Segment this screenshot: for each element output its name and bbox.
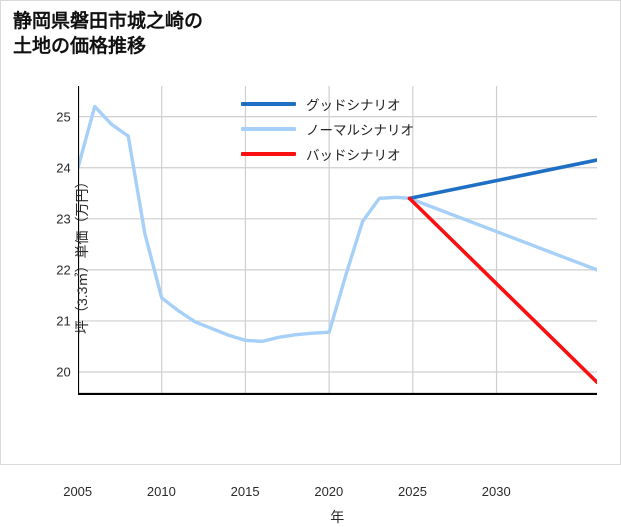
x-tick-label: 2005 (63, 484, 93, 499)
legend-swatch-normal (241, 126, 296, 131)
series-line-normal (77, 104, 597, 344)
legend-swatch-bad (241, 151, 296, 156)
x-axis-label: 年 (330, 509, 345, 525)
series-lines (77, 104, 597, 385)
y-tick-label: 23 (56, 211, 71, 227)
x-tick-label: 2030 (481, 484, 511, 499)
legend-label-normal: ノーマルシナリオ (306, 122, 414, 138)
legend-item-normal[interactable]: ノーマルシナリオ (241, 116, 456, 141)
series-line-good (407, 158, 597, 201)
x-tick-label: 2025 (398, 484, 427, 499)
page-title: 静岡県磐田市城之崎の 土地の価格推移 (13, 11, 204, 58)
y-axis-label: 坪（3.3㎡）単価（万円） (73, 174, 90, 334)
legend-label-good: グッドシナリオ (306, 97, 401, 113)
legend-item-good[interactable]: グッドシナリオ (241, 91, 456, 116)
x-tick-label: 2010 (146, 484, 176, 499)
y-tick-label: 21 (56, 313, 71, 329)
legend-swatch-good (241, 101, 296, 106)
series-line-bad (407, 196, 597, 385)
legend-label-bad: バッドシナリオ (306, 147, 401, 163)
chart-legend: グッドシナリオ ノーマルシナリオ バッドシナリオ (241, 91, 456, 166)
gridlines (77, 86, 597, 395)
y-tick-label: 22 (56, 262, 71, 278)
x-tick-label: 2015 (230, 484, 260, 499)
y-tick-label: 24 (56, 160, 71, 176)
y-tick-label: 25 (56, 109, 71, 125)
chart-svg (77, 86, 597, 395)
legend-item-bad[interactable]: バッドシナリオ (241, 141, 456, 166)
y-tick-label: 20 (56, 364, 71, 380)
x-tick-label: 2020 (314, 484, 344, 499)
